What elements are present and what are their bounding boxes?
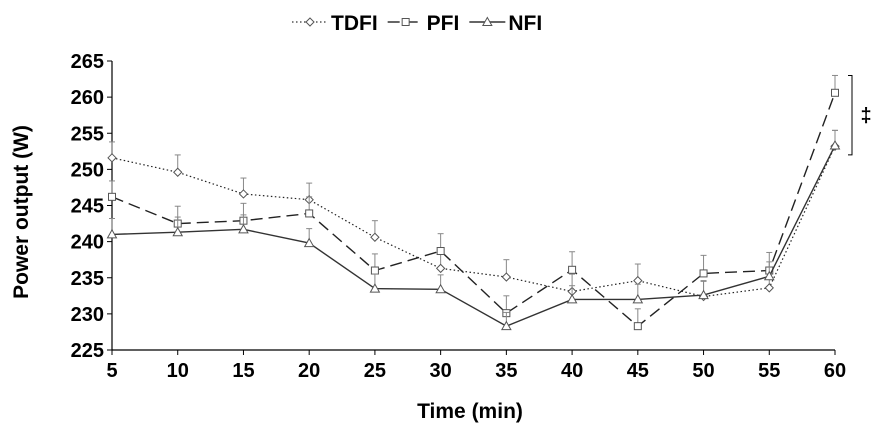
data-point-nfi [238,223,249,234]
data-point-nfi [303,237,315,248]
data-point-tdfi [764,283,774,293]
legend-label: NFI [508,12,542,35]
y-tick-label: 225 [71,340,104,362]
legend-item-tdfi: TDFI [292,12,378,35]
y-tick-labels: 225 230 235 240 245 250 255 260 265 [71,51,104,362]
y-tick-label: 250 [71,159,104,181]
data-point-pfi [633,322,642,331]
significance-bracket [848,74,853,156]
data-point-pfi [831,88,839,97]
y-axis-title: Power output (W) [10,125,33,299]
y-tick-label: 260 [71,87,104,109]
data-point-nfi [435,283,446,294]
data-point-tdfi [633,275,643,286]
y-tick-label: 235 [71,268,104,290]
data-point-nfi [632,293,644,304]
legend-item-nfi: NFI [469,12,542,35]
legend: TDFI PFI NFI [292,12,542,35]
y-tick-label: 245 [71,196,104,218]
x-axis-title: Time (min) [417,400,523,423]
data-point-tdfi [501,272,512,282]
x-tick-label: 15 [232,360,254,382]
data-point-tdfi [238,189,249,199]
legend-marker [305,17,315,27]
series-line-nfi [111,145,836,327]
data-point-tdfi [435,263,446,274]
x-tick-label: 35 [495,360,517,382]
x-tick-label: 10 [167,360,189,382]
x-tick-labels: 5 10 15 20 25 30 35 40 45 50 55 60 [106,360,846,382]
data-point-pfi [305,209,314,218]
significance-annotation: ‡ [848,74,872,156]
series-line-pfi [111,92,836,328]
x-tick-label: 50 [692,360,714,382]
x-tick-label: 30 [430,360,452,382]
data-point-nfi [829,140,841,150]
x-tick-label: 55 [758,360,780,382]
x-tick-label: 60 [824,360,846,382]
x-tick-label: 25 [364,360,386,382]
data-point-tdfi [173,167,183,177]
data-point-nfi [698,289,709,300]
data-point-pfi [436,247,445,256]
legend-item-pfi: PFI [387,12,460,35]
data-point-nfi [566,293,578,304]
data-point-nfi [501,320,512,331]
x-tick-label: 20 [298,360,320,382]
series-nfi [106,129,841,331]
data-point-nfi [106,228,118,239]
data-point-nfi [172,226,184,237]
x-tick-label: 5 [106,360,117,382]
series-pfi [108,74,839,331]
x-tick-label: 40 [561,360,583,382]
y-tick-label: 255 [71,123,104,145]
legend-label: PFI [427,12,460,35]
significance-symbol: ‡ [860,105,871,127]
y-tick-label: 265 [71,51,104,73]
data-point-pfi [370,266,379,275]
plot-area [106,74,841,331]
legend-label: TDFI [331,12,378,35]
series-line-tdfi [111,146,836,298]
legend-marker [481,16,493,26]
series-tdfi [107,129,840,302]
x-tick-label: 45 [627,360,649,382]
y-tick-label: 230 [71,304,104,326]
data-point-pfi [699,269,708,278]
data-point-tdfi [370,232,380,242]
data-point-nfi [369,283,381,293]
data-point-nfi [763,270,775,281]
data-point-pfi [568,265,577,274]
legend-marker [401,18,410,26]
axes [107,60,836,355]
data-point-tdfi [107,153,117,163]
data-point-pfi [108,192,116,201]
y-tick-label: 240 [71,232,104,254]
